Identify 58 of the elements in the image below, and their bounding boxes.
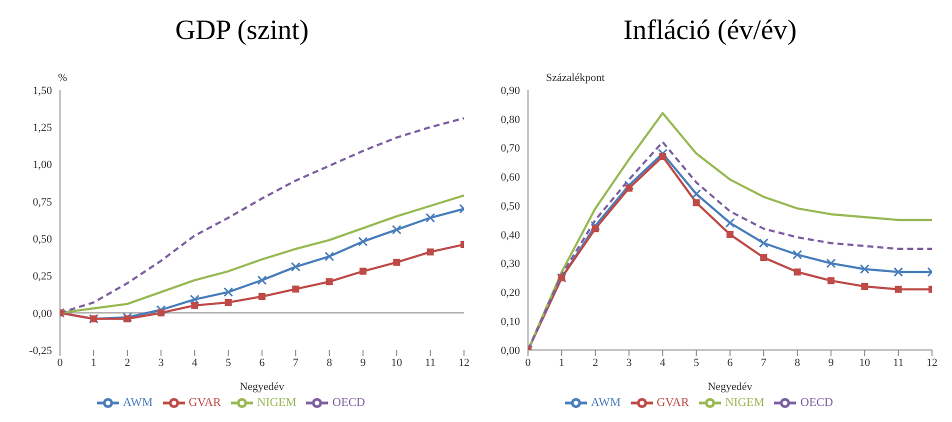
y-tick-label: 0,90 (500, 84, 520, 97)
x-tick-label: 12 (458, 356, 470, 369)
y-tick-label: 0,30 (500, 258, 520, 270)
legend-label: AWM (122, 394, 153, 409)
x-tick-label: 3 (626, 356, 632, 369)
x-axis-title: Negyedév (240, 381, 285, 393)
legend-label: NIGEM (257, 394, 296, 409)
x-tick-label: 11 (893, 356, 904, 369)
legend-label: OECD (800, 394, 834, 409)
x-tick-label: 4 (660, 356, 666, 369)
y-tick-label: 0,50 (32, 233, 52, 246)
x-tick-label: 7 (760, 356, 767, 369)
x-tick-label: 7 (292, 356, 299, 369)
x-tick-label: 2 (124, 356, 130, 369)
x-axis-title: Negyedév (708, 381, 753, 393)
x-tick-label: 2 (592, 356, 598, 369)
y-axis-title: % (58, 72, 68, 84)
x-tick-label: 0 (525, 356, 532, 369)
x-tick-label: 4 (192, 356, 198, 369)
x-tick-label: 5 (694, 356, 700, 369)
legend-label: GVAR (656, 394, 690, 409)
y-tick-label: 0,00 (32, 308, 52, 320)
x-tick-label: 9 (828, 356, 834, 369)
y-tick-label: 0,10 (500, 316, 520, 328)
x-tick-label: 12 (926, 356, 938, 369)
y-tick-label: 1,25 (32, 122, 52, 134)
y-tick-label: 1,00 (32, 159, 52, 172)
y-tick-label: -0,25 (29, 344, 52, 357)
chart-title: GDP (szint) (174, 14, 310, 48)
x-tick-label: 9 (360, 356, 366, 369)
x-tick-label: 8 (794, 356, 801, 369)
legend-label: GVAR (188, 394, 222, 409)
x-tick-label: 8 (326, 356, 333, 369)
x-tick-label: 11 (425, 356, 436, 369)
y-tick-label: 0,80 (500, 114, 520, 126)
y-tick-label: 0,60 (500, 172, 520, 184)
x-tick-label: 1 (90, 356, 96, 369)
y-tick-label: 0,25 (32, 270, 52, 283)
x-tick-label: 5 (226, 356, 232, 369)
x-tick-label: 6 (727, 356, 734, 369)
x-tick-label: 1 (558, 356, 564, 369)
y-tick-label: 0,75 (32, 196, 52, 208)
y-tick-label: 0,50 (500, 200, 520, 212)
legend-label: AWM (590, 394, 621, 409)
legend-label: OECD (332, 394, 366, 409)
x-tick-label: 10 (391, 356, 403, 369)
chart-title: Infláció (év/év) (622, 14, 798, 48)
y-tick-label: 0,70 (500, 142, 520, 155)
x-tick-label: 10 (859, 356, 871, 369)
y-tick-label: 0,00 (500, 344, 520, 357)
y-axis-title: Százalékpont (546, 72, 605, 84)
y-tick-label: 0,40 (500, 229, 520, 242)
legend-label: NIGEM (725, 394, 764, 409)
x-tick-label: 6 (259, 356, 266, 369)
x-tick-label: 0 (57, 356, 64, 369)
x-tick-label: 3 (158, 356, 164, 369)
y-tick-label: 0,20 (500, 287, 520, 300)
y-tick-label: 1,50 (32, 84, 52, 97)
